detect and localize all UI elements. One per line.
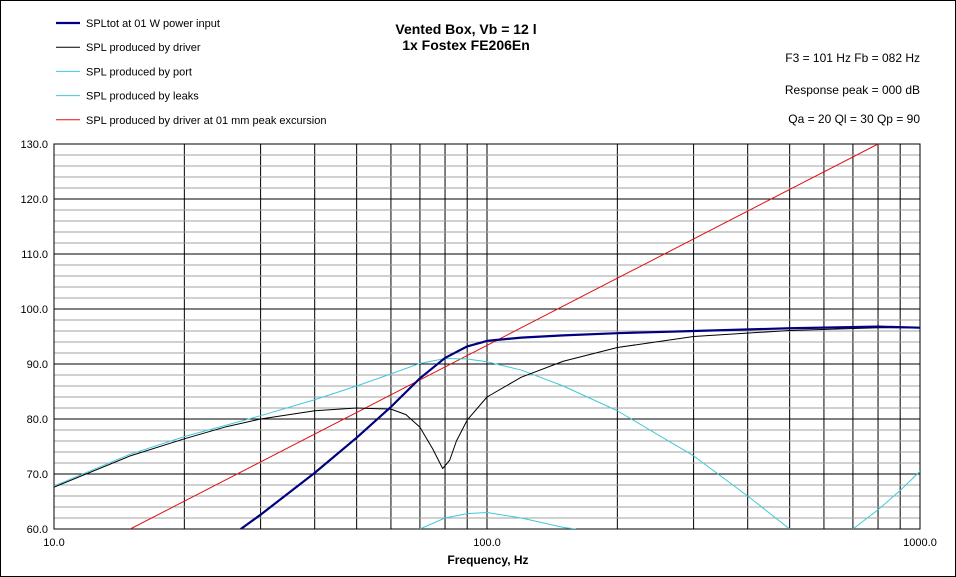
legend-label: SPL produced by port — [86, 66, 192, 78]
plot-area-border — [53, 143, 921, 530]
series-layer — [54, 144, 920, 529]
y-tick-label: 70.0 — [27, 469, 48, 481]
tick-labels: 60.0 70.0 80.0 90.0 100.0 110.0 120.0 130.0 10.0… — [20, 139, 936, 549]
legend-label: SPLtot at 01 W power input — [86, 18, 220, 30]
series-line-5 — [852, 470, 920, 529]
legend-label: SPL produced by driver at 01 mm peak exc… — [86, 115, 327, 127]
y-tick-label: 110.0 — [21, 249, 48, 261]
x-axis-title: Frequency, Hz — [447, 553, 528, 567]
annotation-response-peak: Response peak = 000 dB — [785, 83, 920, 97]
y-tick-label: 120.0 — [20, 194, 48, 206]
series-line-1 — [54, 327, 920, 488]
chart-subtitle: 1x Fostex FE206En — [402, 37, 530, 53]
y-tick-label: 90.0 — [27, 359, 48, 371]
y-tick-label: 60.0 — [27, 524, 48, 536]
chart-title: Vented Box, Vb = 12 l — [395, 21, 536, 37]
legend-label: SPL produced by leaks — [86, 91, 199, 103]
y-tick-label: 130.0 — [20, 139, 48, 151]
annotation-q-values: Qa = 20 Ql = 30 Qp = 90 — [788, 112, 920, 126]
annotation-f3-fb: F3 = 101 Hz Fb = 082 Hz — [785, 51, 920, 65]
series-line-3 — [419, 512, 576, 529]
grid — [54, 144, 920, 529]
y-tick-label: 80.0 — [27, 414, 48, 426]
x-tick-label: 100.0 — [473, 537, 501, 549]
series-line-4 — [129, 144, 879, 529]
series-line-0 — [239, 325, 920, 529]
legend-label: SPL produced by driver — [86, 42, 201, 54]
x-tick-label: 10.0 — [43, 537, 64, 549]
x-tick-label: 1000.0 — [903, 537, 937, 549]
y-tick-label: 100.0 — [20, 304, 48, 316]
legend: SPLtot at 01 W power input SPL produced b… — [56, 18, 327, 127]
